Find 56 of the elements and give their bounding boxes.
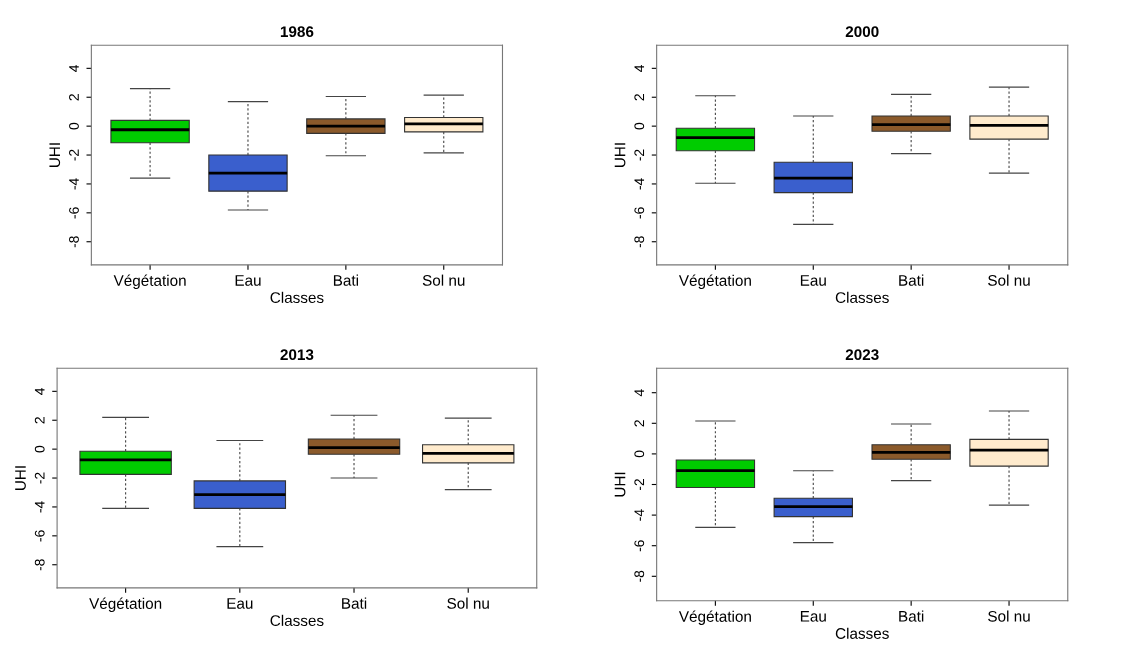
y-tick-label: -6 [634, 207, 645, 219]
y-axis-title: UHI [614, 472, 626, 497]
y-tick-label: -4 [34, 501, 45, 513]
y-tick-label: -2 [34, 472, 45, 484]
x-tick-label: Sol nu [988, 610, 1030, 622]
x-tick-label: Bati [899, 274, 924, 286]
x-axis-title: Classes [270, 291, 324, 303]
y-tick-label: -8 [634, 570, 645, 582]
y-tick-label: 0 [634, 122, 645, 130]
y-tick-label: 4 [634, 389, 645, 397]
x-tick-label: Eau [800, 275, 826, 286]
x-axis-title: Classes [835, 291, 889, 303]
y-axis-title: UHI [49, 143, 61, 168]
x-tick-label: Bati [333, 274, 358, 286]
y-tick-label: 2 [69, 94, 79, 101]
y-tick-label: -8 [634, 236, 645, 248]
x-axis-title: Classes [835, 627, 889, 639]
y-tick-label: 0 [69, 122, 79, 130]
x-tick-label: Végétation [678, 274, 751, 289]
y-tick-label: 2 [34, 417, 45, 424]
x-tick-label: Végétation [113, 274, 186, 289]
chart-title: 1986 [280, 26, 314, 38]
y-axis-title: UHI [15, 466, 26, 491]
x-tick-label: Bati [899, 610, 924, 622]
x-tick-label: Sol nu [988, 274, 1030, 286]
x-tick-label: Eau [800, 611, 826, 622]
x-tick-label: Sol nu [447, 597, 489, 609]
y-tick-label: 4 [69, 64, 79, 72]
y-tick-label: -6 [34, 530, 45, 542]
y-tick-label: -2 [634, 149, 645, 161]
y-tick-label: -4 [69, 178, 79, 190]
y-tick-label: -2 [634, 479, 645, 491]
x-tick-label: Végétation [89, 597, 162, 612]
y-tick-label: -4 [634, 178, 645, 190]
x-axis-title: Classes [270, 614, 324, 626]
x-tick-label: Eau [227, 598, 253, 609]
y-tick-label: -2 [69, 149, 79, 161]
y-tick-label: 0 [34, 445, 45, 453]
y-tick-label: 2 [634, 94, 645, 101]
y-tick-label: 2 [634, 420, 645, 427]
y-tick-label: 4 [34, 387, 45, 395]
y-tick-label: -4 [634, 509, 645, 521]
chart-title: 2023 [845, 349, 879, 361]
y-tick-label: -6 [69, 207, 79, 219]
chart-title: 2013 [280, 349, 314, 361]
x-tick-label: Eau [235, 275, 261, 286]
y-tick-label: -8 [34, 559, 45, 571]
x-tick-label: Bati [342, 597, 367, 609]
chart-title: 2000 [845, 26, 879, 38]
x-tick-label: Sol nu [422, 274, 465, 286]
y-tick-label: -8 [69, 236, 79, 248]
y-axis-title: UHI [614, 143, 626, 168]
y-tick-label: 0 [634, 450, 645, 458]
x-tick-label: Végétation [678, 610, 751, 625]
y-tick-label: -6 [634, 540, 645, 552]
y-tick-label: 4 [634, 64, 645, 72]
